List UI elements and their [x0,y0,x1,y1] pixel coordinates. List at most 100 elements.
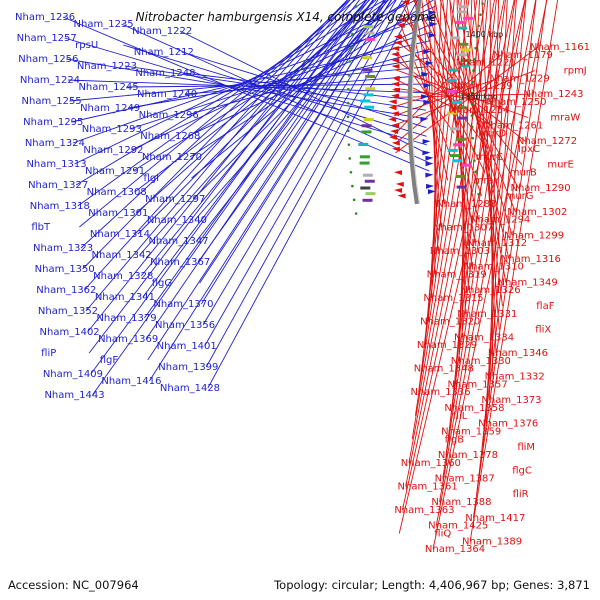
category-bar [360,99,371,103]
left-gene-label: Nham_1341 [95,292,155,303]
left-gene-label: Nham_1318 [30,201,90,212]
category-bar [455,174,466,178]
right-connector [455,0,481,385]
forward-gene-mark [426,183,435,189]
scale-dot [473,159,476,162]
reverse-gene-mark [388,99,397,105]
category-bar [447,111,458,115]
scale-dot [348,60,352,63]
left-connector [183,72,427,102]
right-gene-label: fliQ [434,528,451,539]
right-gene-label: Nham_1358 [444,403,504,414]
forward-gene-mark [421,94,430,100]
right-connector [472,0,547,518]
right-connector [418,0,470,393]
left-connector [142,0,370,298]
left-gene-label: flgI [144,173,160,184]
reverse-gene-mark [391,46,400,52]
category-bar [457,116,468,120]
right-connector [411,0,486,440]
right-gene-label: mraW [550,113,580,124]
category-bar [449,127,460,131]
scale-dot [477,192,480,196]
reverse-gene-mark [391,75,400,81]
right-gene-label: Nham_1161 [530,42,590,53]
left-gene-label: Nham_1257 [17,33,77,44]
left-gene-label: Nham_1379 [96,313,156,324]
left-gene-label: Nham_1327 [28,180,88,191]
scale-dot [352,198,356,202]
right-gene-label: Nham_1179 [493,50,553,61]
scale-dot [349,170,353,174]
right-gene-label: murG [506,191,534,202]
right-gene-label: Nham_1315 [423,293,483,304]
right-connector [442,0,516,479]
reverse-gene-mark [388,105,397,111]
right-gene-label: Nham_1326 [460,285,520,296]
right-gene-label: Nham_1312 [467,238,527,249]
right-connector [469,0,559,542]
reverse-gene-mark [388,134,397,140]
category-bar [446,89,457,93]
scale-dot [348,157,352,160]
left-connector [80,0,351,249]
scale-dot [470,114,474,117]
left-gene-label: rpsU [75,40,98,51]
left-gene-label: Nham_1291 [85,166,145,177]
right-gene-label: Nham_1425 [428,521,488,532]
forward-gene-mark [420,116,429,122]
left-connector [144,0,374,319]
forward-gene-mark [423,83,432,89]
left-gene-label: Nham_1223 [77,61,137,72]
right-connector [432,0,548,550]
left-gene-label: flgG [152,278,172,289]
right-gene-label: Nham_1239 [452,81,512,92]
left-gene-label: Nham_1293 [82,124,142,135]
scale-dot [346,115,350,119]
left-gene-label: Nham_1224 [20,75,80,86]
scale-dot [352,18,356,22]
category-bar [364,31,375,35]
left-connector [92,0,375,396]
left-connector [77,0,367,207]
reverse-gene-mark [397,193,406,199]
scale-dot [481,2,484,5]
reverse-gene-mark [390,93,399,99]
reverse-gene-mark [394,170,403,176]
category-bar [359,155,370,159]
left-gene-label: Nham_1367 [150,257,210,268]
left-gene-label: Nham_1342 [92,250,152,261]
right-gene-label: Nham_1299 [504,230,564,241]
right-connector [434,0,476,244]
left-connector [67,79,427,94]
scale-dot [349,46,353,50]
left-connector [83,0,349,291]
left-gene-label: Nham_1249 [80,103,140,114]
left-gene-label: Nham_1236 [15,12,75,23]
right-gene-label: Nham_1261 [483,120,543,131]
category-bar [362,68,373,72]
right-gene-label: Nham_1254 [449,105,509,116]
right-gene-label: Nham_1330 [451,356,511,367]
left-connector [199,0,389,284]
category-bar [363,93,374,97]
right-gene-label: flaF [536,301,554,312]
right-connector [402,0,515,511]
left-connector [140,0,368,277]
category-bar [461,59,472,63]
right-connector [435,0,537,526]
category-bar [360,186,371,190]
reverse-gene-mark [394,188,403,194]
right-connector [442,0,473,267]
right-gene-label: Nham_1359 [441,426,501,437]
reverse-gene-mark [398,17,407,23]
scale-dot [351,32,354,36]
left-gene-label: flgF [100,355,119,366]
right-gene-label: Nham_1316 [501,254,561,265]
category-bar [450,36,461,40]
left-gene-label: Nham_1296 [139,110,199,121]
